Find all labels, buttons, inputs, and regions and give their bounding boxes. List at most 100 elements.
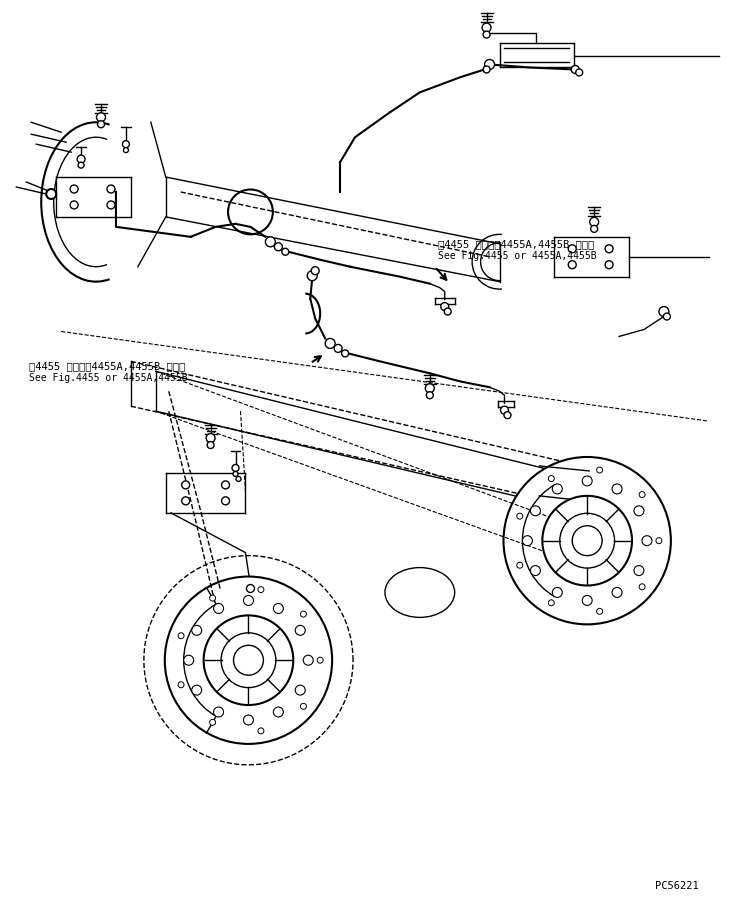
Circle shape xyxy=(182,481,190,489)
Circle shape xyxy=(307,271,317,281)
Circle shape xyxy=(576,69,582,76)
Circle shape xyxy=(214,707,224,717)
Circle shape xyxy=(504,412,511,419)
Circle shape xyxy=(210,595,216,601)
Circle shape xyxy=(296,625,305,635)
Text: See Fig.4455 or 4455A,4455B: See Fig.4455 or 4455A,4455B xyxy=(30,374,188,384)
Circle shape xyxy=(517,562,522,568)
Circle shape xyxy=(123,140,129,148)
Circle shape xyxy=(612,484,622,494)
Circle shape xyxy=(301,703,307,710)
Circle shape xyxy=(236,476,241,481)
Ellipse shape xyxy=(503,457,671,624)
Ellipse shape xyxy=(165,577,332,744)
Circle shape xyxy=(107,185,115,193)
Circle shape xyxy=(582,476,592,486)
Circle shape xyxy=(222,481,230,489)
Circle shape xyxy=(656,537,662,544)
Circle shape xyxy=(178,681,184,688)
Circle shape xyxy=(301,611,307,617)
Circle shape xyxy=(123,148,129,153)
Circle shape xyxy=(70,185,78,193)
Ellipse shape xyxy=(221,633,276,688)
Circle shape xyxy=(568,245,576,252)
Circle shape xyxy=(47,189,56,199)
Circle shape xyxy=(273,707,283,717)
Circle shape xyxy=(191,685,202,695)
Circle shape xyxy=(182,496,190,505)
Text: 笥4455 図または4455A,4455B 図参照: 笥4455 図または4455A,4455B 図参照 xyxy=(437,239,594,249)
Circle shape xyxy=(222,496,230,505)
Circle shape xyxy=(548,599,554,606)
Circle shape xyxy=(605,245,613,252)
Ellipse shape xyxy=(204,616,293,705)
Circle shape xyxy=(590,218,599,226)
Circle shape xyxy=(178,633,184,639)
Circle shape xyxy=(639,492,645,497)
Circle shape xyxy=(659,307,669,316)
Circle shape xyxy=(552,588,562,598)
Circle shape xyxy=(531,566,540,576)
Circle shape xyxy=(206,434,215,443)
Circle shape xyxy=(107,201,115,209)
Ellipse shape xyxy=(572,526,602,556)
Circle shape xyxy=(596,609,602,614)
Circle shape xyxy=(258,587,264,592)
Circle shape xyxy=(233,471,238,476)
Circle shape xyxy=(341,350,349,357)
Circle shape xyxy=(214,603,224,613)
Circle shape xyxy=(482,23,491,32)
Circle shape xyxy=(184,655,194,665)
Circle shape xyxy=(596,467,602,473)
Circle shape xyxy=(273,603,283,613)
Circle shape xyxy=(282,249,289,255)
Circle shape xyxy=(303,655,313,665)
Circle shape xyxy=(317,657,323,663)
Circle shape xyxy=(325,339,335,348)
Circle shape xyxy=(70,201,78,209)
Ellipse shape xyxy=(234,645,263,675)
Circle shape xyxy=(500,406,508,415)
Circle shape xyxy=(426,392,433,399)
Ellipse shape xyxy=(542,496,632,586)
Circle shape xyxy=(444,308,452,315)
Circle shape xyxy=(207,442,214,448)
Circle shape xyxy=(440,302,449,311)
Circle shape xyxy=(296,685,305,695)
Circle shape xyxy=(485,59,494,69)
Circle shape xyxy=(243,596,253,606)
Circle shape xyxy=(191,625,202,635)
Circle shape xyxy=(78,162,84,169)
Circle shape xyxy=(531,506,540,516)
Circle shape xyxy=(664,313,670,320)
Circle shape xyxy=(483,31,490,38)
Circle shape xyxy=(425,384,435,393)
Circle shape xyxy=(571,66,579,74)
Circle shape xyxy=(634,566,644,576)
Circle shape xyxy=(265,237,276,247)
Circle shape xyxy=(590,225,598,232)
Text: PC56221: PC56221 xyxy=(655,881,699,891)
Circle shape xyxy=(582,596,592,606)
Circle shape xyxy=(77,155,85,163)
Circle shape xyxy=(634,506,644,516)
Circle shape xyxy=(642,536,652,546)
Circle shape xyxy=(210,720,216,725)
Circle shape xyxy=(98,121,104,128)
Circle shape xyxy=(517,513,522,519)
Ellipse shape xyxy=(559,513,615,568)
Circle shape xyxy=(522,536,532,546)
Text: 笥4455 図または4455A,4455B 図参照: 笥4455 図または4455A,4455B 図参照 xyxy=(30,362,185,372)
Circle shape xyxy=(258,728,264,734)
Circle shape xyxy=(311,267,319,275)
Circle shape xyxy=(232,465,239,471)
Circle shape xyxy=(247,585,254,592)
Circle shape xyxy=(243,715,253,725)
Circle shape xyxy=(483,66,490,73)
Ellipse shape xyxy=(385,568,454,618)
Circle shape xyxy=(605,261,613,269)
Circle shape xyxy=(548,476,554,482)
Circle shape xyxy=(552,484,562,494)
Circle shape xyxy=(274,243,282,251)
Text: See Fig.4455 or 4455A,4455B: See Fig.4455 or 4455A,4455B xyxy=(437,251,596,261)
